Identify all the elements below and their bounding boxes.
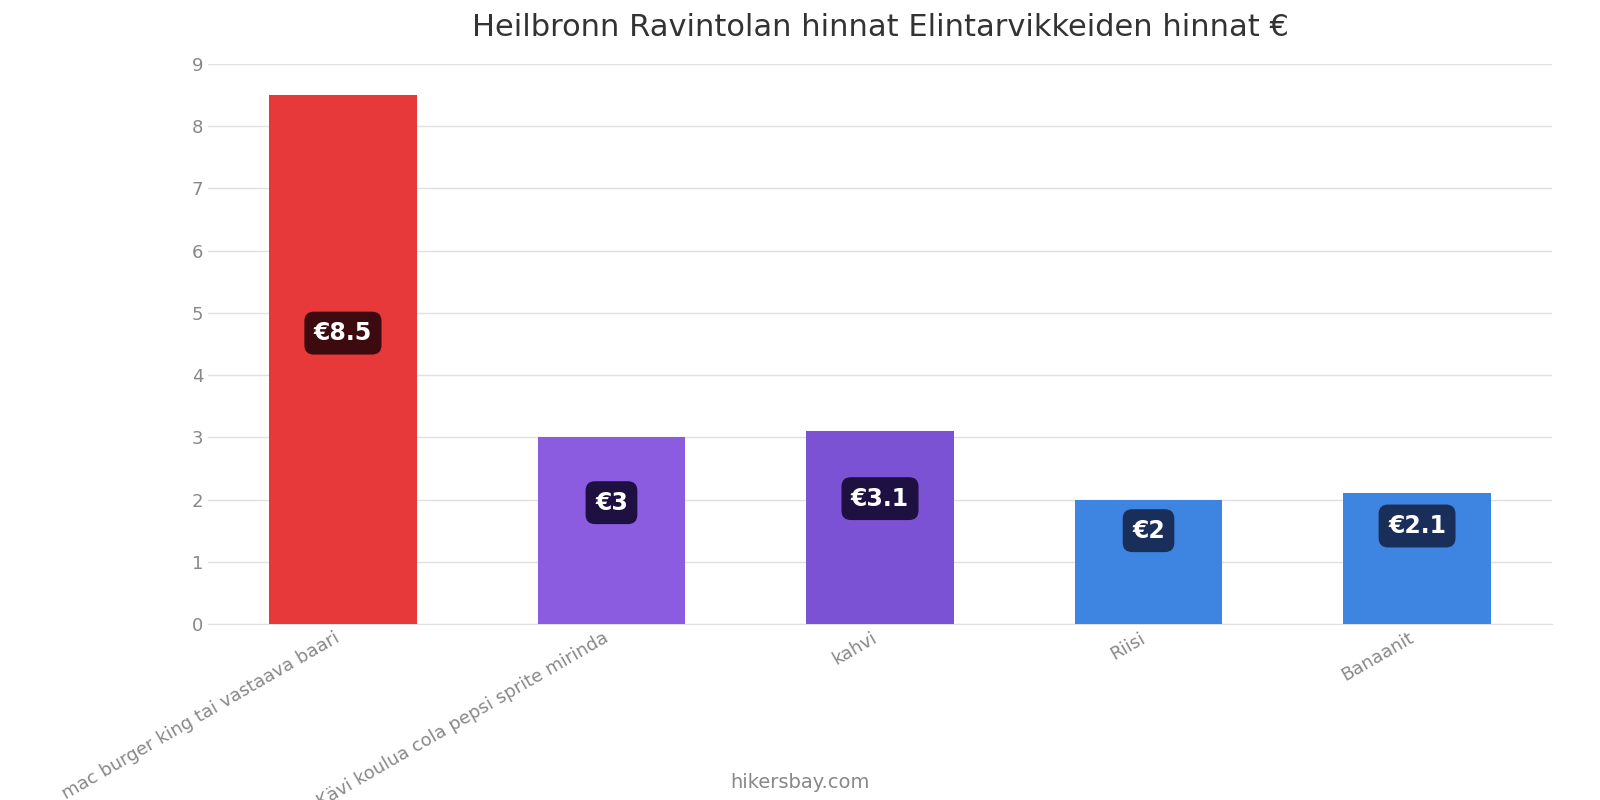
Bar xyxy=(538,438,685,624)
Title: Heilbronn Ravintolan hinnat Elintarvikkeiden hinnat €: Heilbronn Ravintolan hinnat Elintarvikke… xyxy=(472,14,1288,42)
Bar xyxy=(1075,499,1222,624)
Text: €3.1: €3.1 xyxy=(851,486,909,510)
Text: €3: €3 xyxy=(595,490,627,514)
Bar xyxy=(806,431,954,624)
Bar xyxy=(269,95,416,624)
Bar xyxy=(1344,494,1491,624)
Text: €2: €2 xyxy=(1133,518,1165,542)
Text: hikersbay.com: hikersbay.com xyxy=(730,773,870,792)
Text: €2.1: €2.1 xyxy=(1389,514,1446,538)
Text: €8.5: €8.5 xyxy=(314,321,373,345)
